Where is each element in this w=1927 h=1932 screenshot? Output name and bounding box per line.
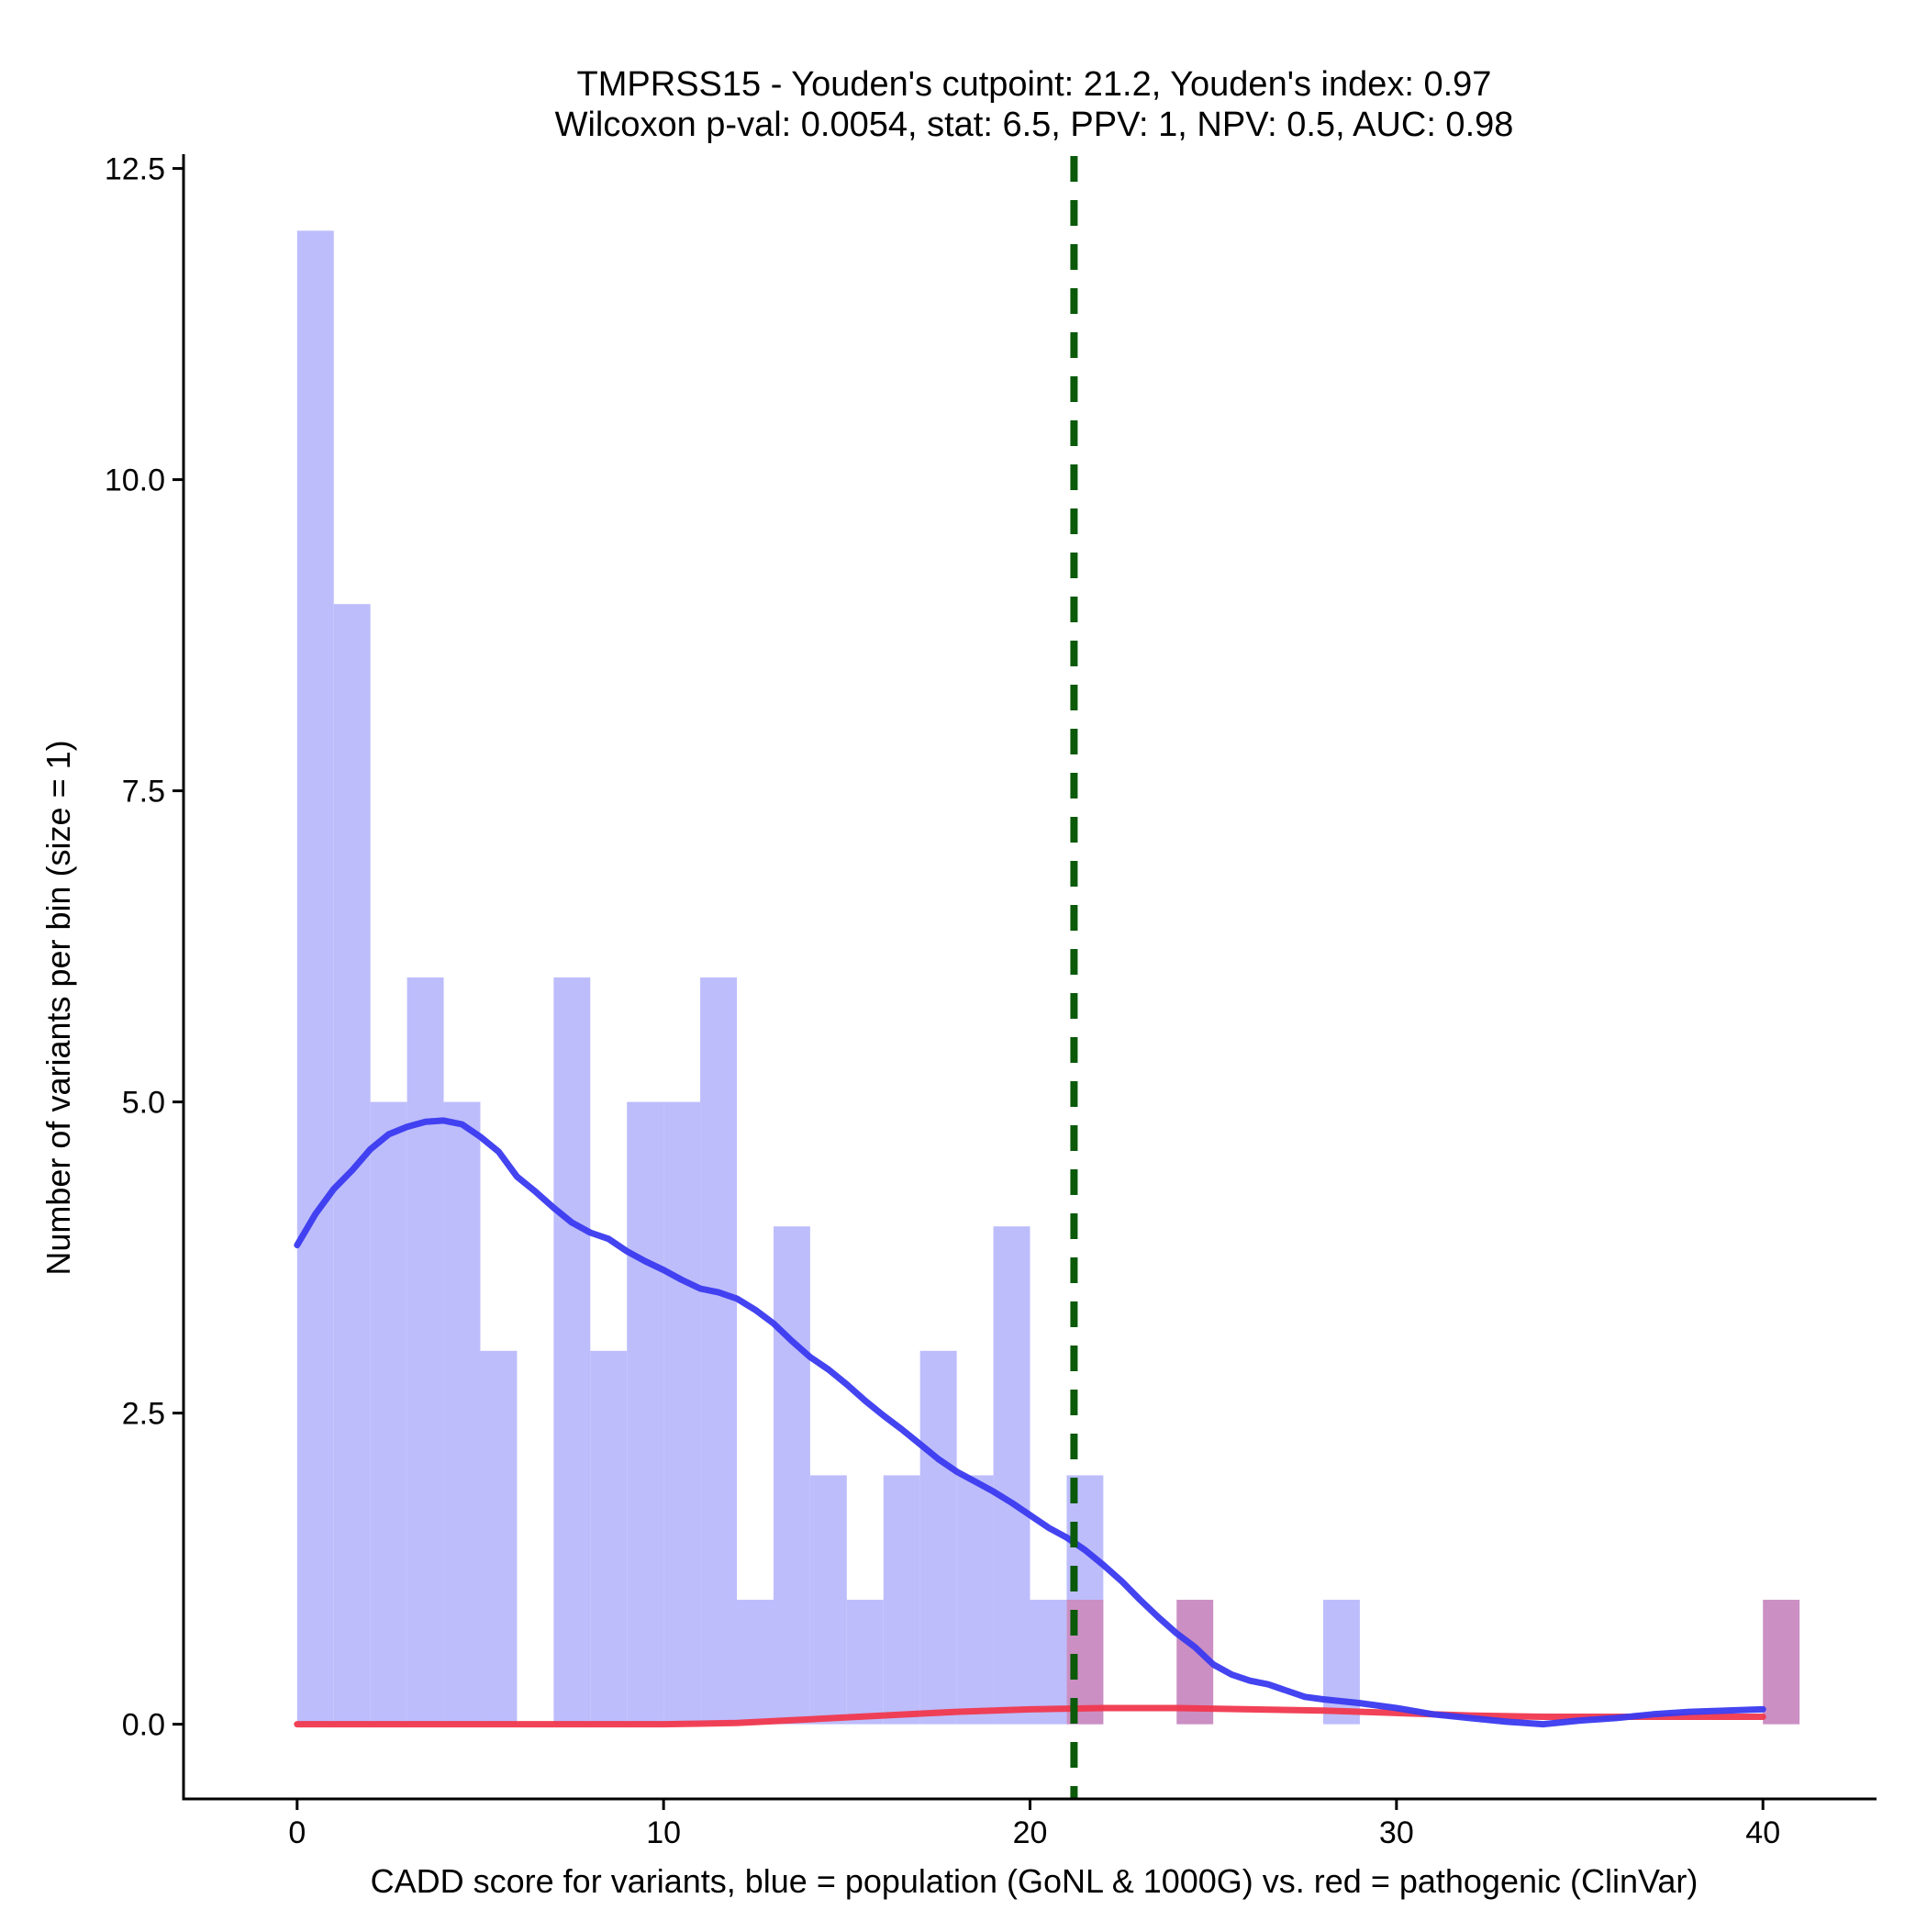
population-bar-4	[443, 1101, 481, 1725]
x-tick-label-40: 40	[1745, 1815, 1780, 1850]
pathogenic-bar-40	[1763, 1600, 1800, 1725]
chart-title-line2: Wilcoxon p-val: 0.0054, stat: 6.5, PPV: …	[555, 106, 1514, 144]
x-tick-label-30: 30	[1379, 1815, 1414, 1850]
pathogenic-density-curve	[294, 1704, 1766, 1728]
y-tick-label-10.0: 10.0	[105, 463, 165, 498]
population-bar-9	[627, 1101, 664, 1725]
population-bar-12	[737, 1600, 774, 1725]
population-bars	[296, 230, 1360, 1725]
population-bar-2	[370, 1101, 407, 1725]
population-bar-16	[883, 1475, 920, 1725]
population-bar-0	[296, 230, 334, 1725]
population-bar-17	[919, 1350, 957, 1725]
x-axis-label: CADD score for variants, blue = populati…	[371, 1862, 1699, 1900]
population-bar-7	[553, 977, 591, 1725]
population-bar-10	[663, 1101, 701, 1725]
population-bar-8	[590, 1350, 628, 1725]
y-axis-label: Number of variants per bin (size = 1)	[39, 740, 77, 1275]
y-tick-label-7.5: 7.5	[122, 775, 165, 810]
population-bar-5	[480, 1350, 518, 1725]
chart-title-line1: TMPRSS15 - Youden's cutpoint: 21.2, Youd…	[577, 65, 1492, 104]
density-curves	[294, 1117, 1766, 1728]
x-tick-label-20: 20	[1013, 1815, 1048, 1850]
population-bar-18	[956, 1475, 994, 1725]
x-tick-label-0: 0	[288, 1815, 306, 1850]
population-bar-20	[1030, 1600, 1067, 1725]
population-bar-1	[333, 604, 371, 1725]
population-bar-13	[773, 1226, 810, 1725]
population-bar-19	[993, 1226, 1030, 1725]
y-tick-label-5.0: 5.0	[122, 1086, 165, 1121]
x-tick-label-10: 10	[646, 1815, 681, 1850]
y-tick-label-0.0: 0.0	[122, 1708, 165, 1743]
y-tick-label-2.5: 2.5	[122, 1397, 165, 1432]
axes: 0.0 2.5 5.0 7.5 10.0 12.5 0 10 20 30 40	[105, 152, 1877, 1850]
population-density-curve	[294, 1117, 1766, 1728]
population-bar-11	[700, 977, 738, 1725]
population-bar-14	[809, 1475, 847, 1725]
y-tick-label-12.5: 12.5	[105, 152, 165, 187]
population-bar-3	[407, 977, 444, 1725]
population-bar-15	[846, 1600, 884, 1725]
